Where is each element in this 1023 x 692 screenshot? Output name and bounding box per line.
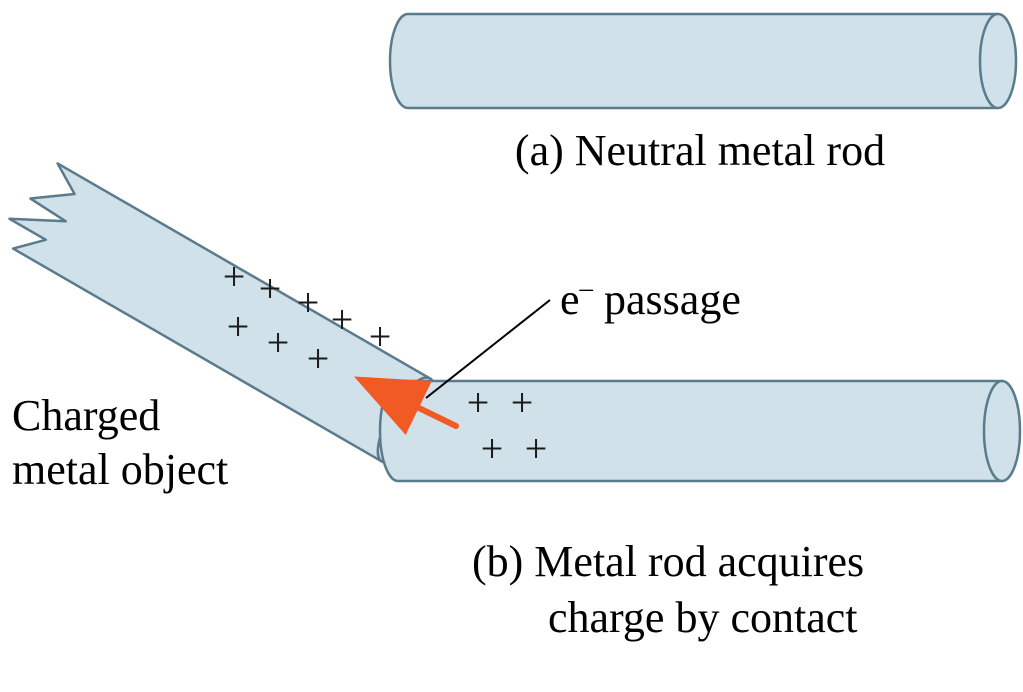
plus-icon: + (467, 380, 490, 425)
plus-icon: + (259, 266, 282, 311)
charged-label-1: Charged (12, 391, 160, 440)
caption-a: (a) Neutral metal rod (515, 126, 885, 175)
part-a: (a) Neutral metal rod (390, 14, 1016, 175)
plus-icon: + (267, 320, 290, 365)
plus-icon: + (525, 426, 548, 471)
plus-icon: + (481, 426, 504, 471)
plus-icon: + (369, 314, 392, 359)
plus-icon: + (297, 280, 320, 325)
neutral-rod (390, 14, 1016, 108)
e-passage-label: e– passage (560, 272, 741, 324)
plus-icon: + (223, 254, 246, 299)
plus-icon: + (331, 297, 354, 342)
caption-b-2: charge by contact (548, 593, 857, 642)
plus-icon: + (307, 336, 330, 381)
plus-icon: + (511, 380, 534, 425)
caption-b-1: (b) Metal rod acquires (472, 537, 864, 586)
plus-icon: + (227, 304, 250, 349)
part-b: ++++++++++++e– passageChargedmetal objec… (0, 156, 1020, 642)
charged-label-2: metal object (12, 445, 228, 494)
